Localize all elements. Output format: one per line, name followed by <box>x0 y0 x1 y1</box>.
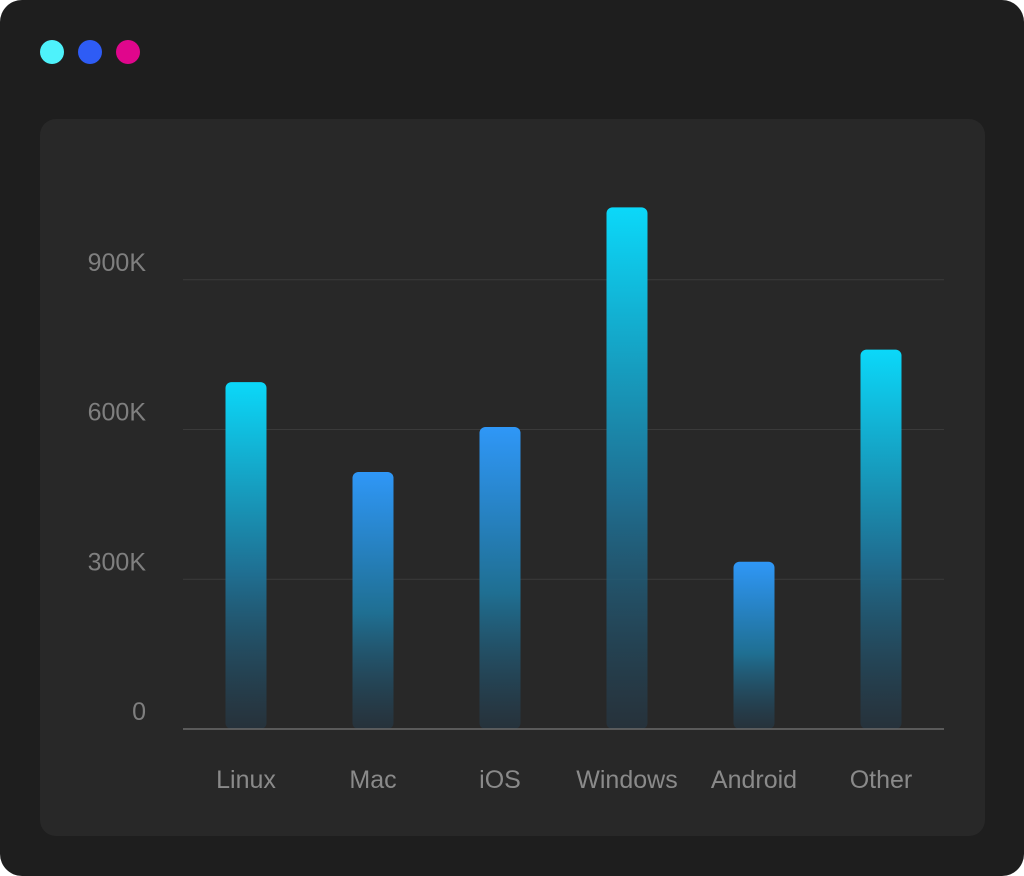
bar-ios[interactable] <box>479 427 521 729</box>
x-tick-label: Windows <box>576 766 677 794</box>
minimize-dot[interactable] <box>78 40 102 64</box>
x-axis-labels: Linux Mac iOS Windows Android Other <box>216 766 912 794</box>
bar-mac[interactable] <box>352 471 394 729</box>
gridlines <box>183 279 944 580</box>
x-tick-label: Other <box>850 766 913 794</box>
y-axis-ticks: 0 300K 600K 900K <box>88 249 147 726</box>
window-controls <box>40 40 140 64</box>
y-tick-label: 300K <box>88 548 147 576</box>
x-tick-label: Mac <box>349 766 396 794</box>
y-tick-label: 900K <box>88 249 147 277</box>
bars <box>225 207 902 729</box>
bar-linux[interactable] <box>225 382 267 729</box>
x-tick-label: Android <box>711 766 797 794</box>
y-tick-label: 600K <box>88 399 147 427</box>
x-tick-label: iOS <box>479 766 521 794</box>
bar-other[interactable] <box>860 349 902 729</box>
bar-android[interactable] <box>733 561 775 729</box>
x-tick-label: Linux <box>216 766 276 794</box>
bar-windows[interactable] <box>606 207 648 729</box>
close-dot[interactable] <box>40 40 64 64</box>
y-tick-label: 0 <box>132 698 146 726</box>
maximize-dot[interactable] <box>116 40 140 64</box>
